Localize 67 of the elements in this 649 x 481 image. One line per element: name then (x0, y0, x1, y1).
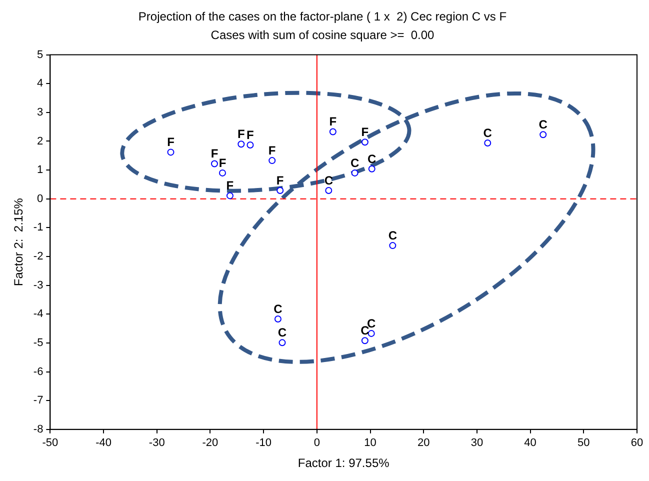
x-tick-label: 60 (630, 437, 644, 450)
text: C (324, 174, 333, 188)
y-tick-label: 5 (37, 48, 44, 61)
text: F (268, 144, 276, 158)
point (226, 192, 234, 200)
point (218, 169, 226, 176)
x-tick-label: 40 (524, 437, 536, 450)
point (368, 165, 376, 172)
text: C (538, 118, 548, 132)
point (238, 140, 245, 148)
text: F (237, 127, 245, 142)
point (278, 339, 286, 346)
y-tick-label: -7 (33, 394, 44, 407)
point (484, 139, 492, 146)
point (274, 316, 282, 323)
x-tick-label: -30 (148, 437, 165, 450)
x-tick-label: -20 (202, 437, 218, 450)
x-tick-label: -10 (256, 437, 272, 450)
text: F (329, 114, 337, 129)
y-tick-label: -4 (33, 308, 44, 320)
point (329, 128, 336, 136)
y-tick-label: -2 (33, 250, 44, 263)
point (325, 187, 332, 194)
y-tick-label: -6 (33, 366, 44, 378)
y-tick-label: -1 (33, 222, 44, 234)
text: C (483, 126, 492, 140)
x-tick-label: 0 (314, 437, 320, 450)
y-tick-label: 1 (37, 164, 44, 176)
text: C (368, 152, 376, 166)
text: F (276, 174, 284, 188)
y-tick-label: 4 (37, 78, 44, 90)
x-tick-label: 50 (578, 437, 590, 450)
x-tick-label: -50 (42, 437, 58, 450)
y-tick-label: 3 (37, 106, 44, 118)
x-tick-label: 10 (364, 437, 376, 450)
text: C (350, 156, 360, 170)
text: F (246, 128, 254, 142)
text: F (226, 178, 234, 193)
text: F (167, 135, 174, 150)
y-tick-label: 0 (37, 192, 44, 205)
y-tick-label: -8 (33, 423, 44, 436)
point (246, 141, 254, 148)
chart-subtitle: Cases with sum of cosine square >= 0.00 (210, 28, 435, 42)
x-axis-title: Factor 1: 97.55% (298, 456, 390, 470)
point (389, 242, 396, 250)
y-tick-label: -3 (33, 279, 44, 292)
point (361, 138, 368, 146)
point (351, 169, 358, 176)
text: C (278, 326, 287, 340)
text: F (210, 146, 218, 161)
x-tick-label: 30 (470, 437, 484, 450)
point (540, 131, 547, 138)
series-label: F (218, 156, 226, 170)
text: C (388, 228, 398, 243)
point (167, 148, 174, 156)
chart-title: Projection of the cases on the factor-plane ( 1 x 2) Cec region C vs F (138, 10, 507, 24)
x-tick-label: -40 (96, 437, 112, 450)
point (268, 157, 276, 164)
y-tick-label: 2 (37, 135, 44, 148)
text: F (361, 125, 369, 140)
point (361, 337, 368, 344)
point (210, 160, 218, 168)
y-axis-title: Factor 2: 2.15% (12, 198, 26, 286)
y-tick-label: -5 (33, 336, 44, 349)
text: C (274, 302, 282, 316)
x-tick-label: 20 (417, 437, 430, 450)
point (276, 187, 284, 194)
